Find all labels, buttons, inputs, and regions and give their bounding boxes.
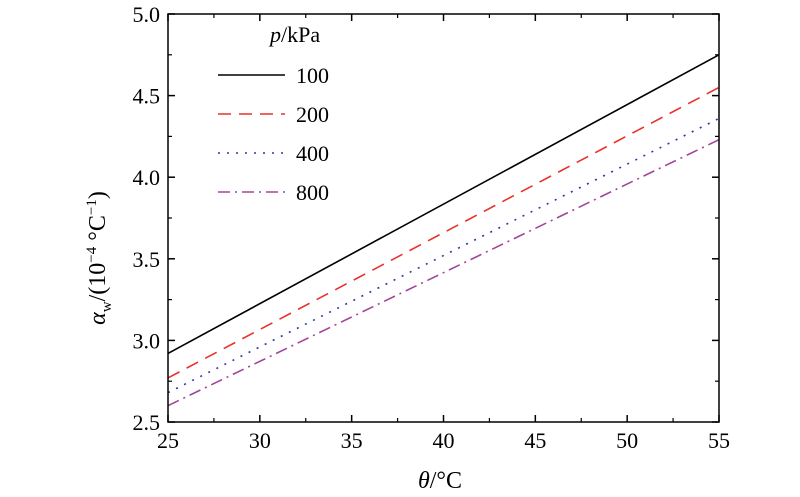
legend-label-100: 100 bbox=[296, 63, 329, 88]
y-axis-title: αw/(10−4 °C−1) bbox=[84, 191, 115, 325]
y-tick-label: 4.0 bbox=[133, 165, 161, 190]
y-tick-label: 3.0 bbox=[133, 328, 161, 353]
x-tick-label: 55 bbox=[708, 428, 730, 453]
x-tick-label: 40 bbox=[433, 428, 455, 453]
x-tick-label: 25 bbox=[157, 428, 179, 453]
legend-title: p/kPa bbox=[268, 22, 320, 47]
series-line-200 bbox=[167, 86, 720, 379]
legend-label-800: 800 bbox=[296, 180, 329, 205]
series-line-800 bbox=[167, 138, 720, 407]
series-line-100 bbox=[167, 54, 720, 355]
axes-layer: 25 30 35 40 45 50 55 2.5 3.0 3.5 4.0 4.5 5.0 bbox=[133, 2, 731, 453]
y-tick-label: 3.5 bbox=[133, 247, 161, 272]
legend-label-200: 200 bbox=[296, 102, 329, 127]
y-tick-label: 5.0 bbox=[133, 2, 161, 27]
series-layer bbox=[167, 54, 720, 407]
legend-label-400: 400 bbox=[296, 141, 329, 166]
y-tick-label: 2.5 bbox=[133, 410, 161, 435]
x-tick-label: 30 bbox=[249, 428, 271, 453]
y-tick-label: 4.5 bbox=[133, 84, 161, 109]
legend: 100 200 400 800 bbox=[218, 63, 329, 205]
x-tick-label: 50 bbox=[616, 428, 638, 453]
x-tick-label: 35 bbox=[341, 428, 363, 453]
x-tick-label: 45 bbox=[524, 428, 546, 453]
series-line-400 bbox=[167, 117, 720, 394]
x-axis-title: θ/°C bbox=[418, 468, 462, 494]
